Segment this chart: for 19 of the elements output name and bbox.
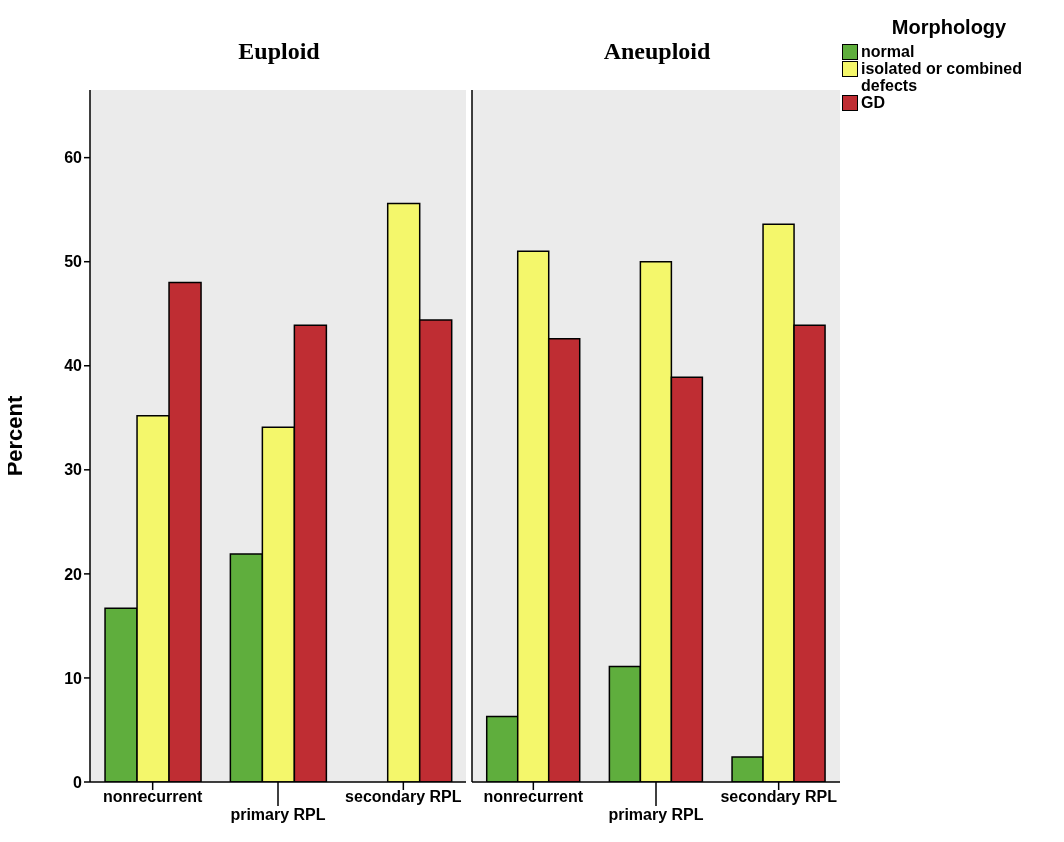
y-tick-label: 0 [73, 773, 83, 791]
x-tick-label: secondary RPL [720, 788, 838, 805]
x-tick-label: primary RPL [230, 806, 326, 823]
legend-label: normal [861, 43, 915, 60]
y-tick-label: 60 [64, 149, 83, 167]
legend-label: isolated or combined defects [861, 60, 1023, 94]
x-tick-label: nonrecurrent [483, 788, 584, 805]
chart-title: Aneuploid [602, 38, 712, 65]
chart-title: Euploid [237, 38, 321, 65]
y-tick-label: 50 [64, 253, 83, 271]
legend-label: GD [861, 94, 885, 111]
y-tick-label: 30 [64, 461, 83, 479]
y-tick-label: 20 [64, 565, 83, 583]
y-tick-label: 10 [64, 669, 83, 687]
x-tick-label: secondary RPL [345, 788, 462, 805]
x-tick-label: nonrecurrent [102, 788, 204, 805]
x-tick-label: primary RPL [608, 806, 704, 823]
y-tick-label: 40 [64, 357, 83, 375]
legend-title: Morphology [890, 16, 1008, 39]
